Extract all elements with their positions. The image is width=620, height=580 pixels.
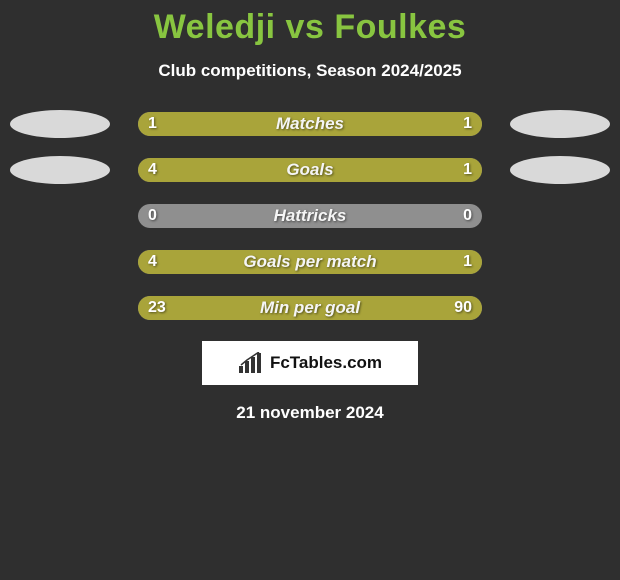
logo-box: FcTables.com bbox=[202, 341, 418, 385]
stat-value-left: 0 bbox=[148, 207, 157, 225]
stat-row: 41Goals per match bbox=[0, 249, 620, 275]
stat-row: 41Goals bbox=[0, 157, 620, 183]
bar-left bbox=[138, 112, 310, 136]
bars-icon bbox=[238, 352, 266, 374]
title-vs: vs bbox=[286, 8, 325, 46]
bar-track: 41Goals bbox=[138, 158, 482, 182]
stat-label: Hattricks bbox=[274, 206, 347, 226]
bar-track: 11Matches bbox=[138, 112, 482, 136]
team-marker-right bbox=[510, 156, 610, 184]
bar-left bbox=[138, 296, 217, 320]
bar-right bbox=[310, 112, 482, 136]
team-marker-right bbox=[510, 110, 610, 138]
bar-left bbox=[138, 250, 403, 274]
bar-track: 2390Min per goal bbox=[138, 296, 482, 320]
bar-right bbox=[403, 158, 482, 182]
bar-right bbox=[217, 296, 482, 320]
stat-row: 11Matches bbox=[0, 111, 620, 137]
comparison-chart: 11Matches 41Goals 0 0 Hattricks 41Goals per m… bbox=[0, 111, 620, 321]
date-label: 21 november 2024 bbox=[0, 403, 620, 423]
team-marker-left bbox=[10, 110, 110, 138]
stat-row: 2390Min per goal bbox=[0, 295, 620, 321]
stat-value-right: 0 bbox=[463, 207, 472, 225]
subtitle: Club competitions, Season 2024/2025 bbox=[0, 61, 620, 81]
bar-left bbox=[138, 158, 403, 182]
bar-track: 0 0 Hattricks bbox=[138, 204, 482, 228]
page-title: Weledji vs Foulkes bbox=[0, 8, 620, 47]
title-right: Foulkes bbox=[334, 8, 466, 46]
logo-text: FcTables.com bbox=[270, 353, 382, 373]
stat-row: 0 0 Hattricks bbox=[0, 203, 620, 229]
bar-right bbox=[403, 250, 482, 274]
bar-track: 41Goals per match bbox=[138, 250, 482, 274]
team-marker-left bbox=[10, 156, 110, 184]
title-left: Weledji bbox=[154, 8, 276, 46]
